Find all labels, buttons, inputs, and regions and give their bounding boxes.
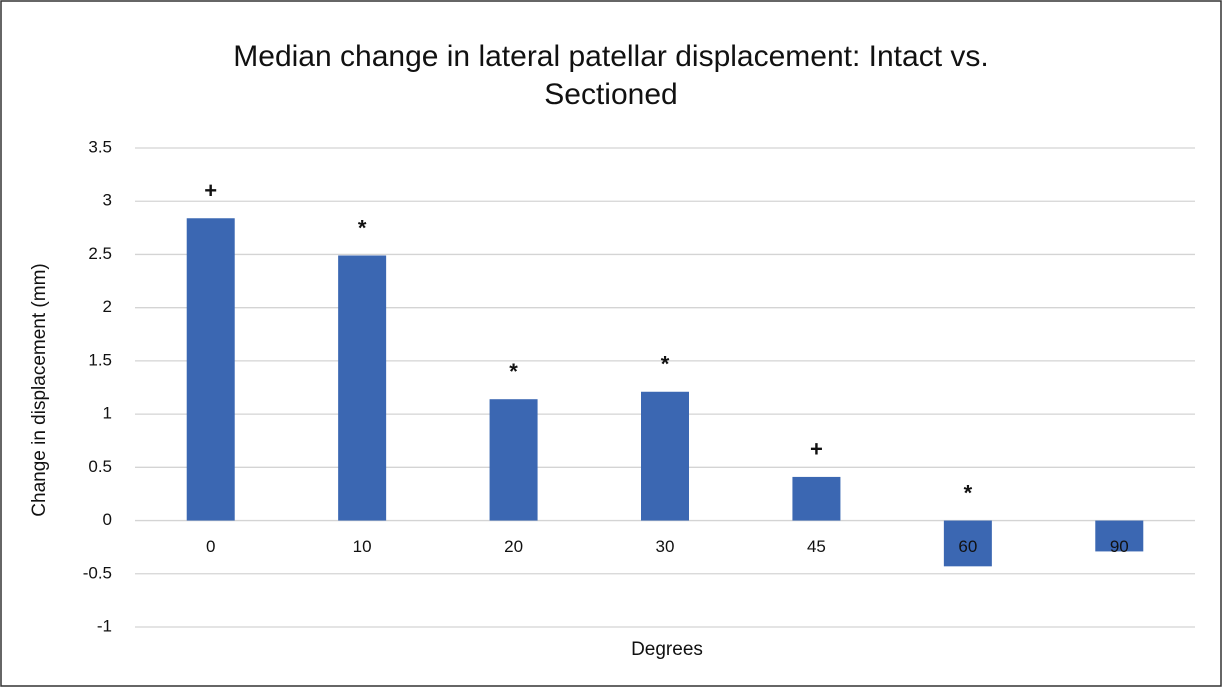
x-tick-label: 60 xyxy=(958,537,977,556)
bar xyxy=(186,218,235,521)
significance-marker: * xyxy=(509,359,518,384)
y-tick-label: -1 xyxy=(97,616,112,635)
x-tick-label: 0 xyxy=(206,537,215,556)
chart-title: Median change in lateral patellar displa… xyxy=(233,40,989,111)
x-tick-label: 10 xyxy=(353,537,372,556)
significance-marker: * xyxy=(964,480,973,505)
significance-marker: * xyxy=(358,215,367,240)
bar xyxy=(1095,520,1144,552)
x-axis-label: Degrees xyxy=(631,639,703,660)
x-tick-label: 45 xyxy=(807,537,826,556)
significance-marker: + xyxy=(810,437,823,462)
y-tick-label: 1.5 xyxy=(88,350,112,369)
bar xyxy=(338,255,387,521)
y-tick-label: 1 xyxy=(103,404,112,423)
y-tick-label: 3.5 xyxy=(88,137,112,156)
y-axis-label: Change in displacement (mm) xyxy=(29,263,50,516)
bar xyxy=(489,399,538,521)
x-tick-label: 30 xyxy=(656,537,675,556)
y-tick-label: 2.5 xyxy=(88,244,112,263)
significance-marker: + xyxy=(204,178,217,203)
bar xyxy=(641,391,689,521)
bar xyxy=(943,520,992,567)
y-tick-label: -0.5 xyxy=(83,563,112,582)
y-tick-label: 0 xyxy=(103,510,112,529)
x-tick-label: 20 xyxy=(504,537,523,556)
y-tick-label: 0.5 xyxy=(88,457,112,476)
x-tick-label: 90 xyxy=(1110,537,1129,556)
y-tick-label: 2 xyxy=(103,297,112,316)
significance-marker: * xyxy=(661,352,670,377)
y-tick-label: 3 xyxy=(103,191,112,210)
bar xyxy=(792,476,841,521)
